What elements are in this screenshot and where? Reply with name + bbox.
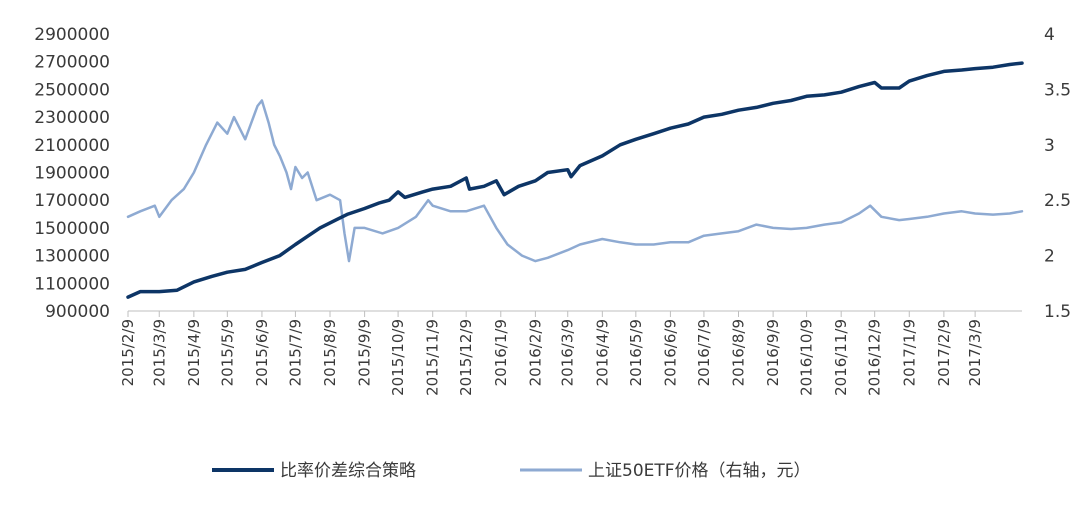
x-tick-label: 2016/5/9 xyxy=(627,319,645,386)
x-tick-label: 2016/11/9 xyxy=(832,319,850,396)
strategy-line xyxy=(126,61,1024,299)
x-tick-label: 2015/3/9 xyxy=(150,319,168,386)
x-tick-label: 2015/7/9 xyxy=(286,319,304,386)
x-tick-label: 2015/6/9 xyxy=(253,319,271,386)
left-tick-label: 2900000 xyxy=(34,25,110,45)
x-tick-label: 2015/9/9 xyxy=(356,319,374,386)
x-tick-label: 2016/1/9 xyxy=(492,319,510,386)
x-tick-label: 2015/10/9 xyxy=(389,319,407,396)
x-tick-label: 2016/12/9 xyxy=(866,319,884,396)
left-tick-label: 1100000 xyxy=(34,274,110,294)
legend: 比率价差综合策略 上证50ETF价格（右轴，元） xyxy=(212,461,811,481)
left-tick-label: 1700000 xyxy=(34,191,110,211)
x-tick-label: 2015/8/9 xyxy=(321,319,339,386)
right-tick-label: 1.5 xyxy=(1044,302,1071,322)
left-tick-label: 2300000 xyxy=(34,108,110,128)
x-tick-label: 2016/2/9 xyxy=(526,319,544,386)
x-tick-label: 2015/11/9 xyxy=(424,319,442,396)
series-lines xyxy=(126,61,1024,299)
left-tick-label: 2700000 xyxy=(34,53,110,73)
x-tick-label: 2016/10/9 xyxy=(798,319,816,396)
x-tick-label: 2016/7/9 xyxy=(695,319,713,386)
x-tick-label: 2017/2/9 xyxy=(935,319,953,386)
right-tick-label: 3.5 xyxy=(1044,80,1071,100)
right-tick-label: 2 xyxy=(1044,247,1055,267)
x-tick-label: 2016/6/9 xyxy=(661,319,679,386)
left-tick-label: 2500000 xyxy=(34,80,110,100)
x-tick-label: 2016/3/9 xyxy=(559,319,577,386)
x-tick-label: 2015/12/9 xyxy=(457,319,475,396)
left-tick-label: 2100000 xyxy=(34,136,110,156)
left-tick-label: 1900000 xyxy=(34,164,110,184)
left-tick-label: 1300000 xyxy=(34,247,110,267)
left-axis-ticks: 900000 1100000 1300000 1500000 1700000 190000… xyxy=(34,25,110,322)
right-tick-label: 2.5 xyxy=(1044,191,1071,211)
right-tick-label: 3 xyxy=(1044,136,1055,156)
legend-label: 上证50ETF价格（右轴，元） xyxy=(588,461,811,481)
x-tick-label: 2016/4/9 xyxy=(593,319,611,386)
right-tick-label: 4 xyxy=(1044,25,1055,45)
left-tick-label: 900000 xyxy=(45,302,110,322)
x-tick-label: 2016/8/9 xyxy=(730,319,748,386)
x-tick-label: 2015/2/9 xyxy=(119,319,137,386)
x-tick-label: 2017/3/9 xyxy=(966,319,984,386)
x-tick-label: 2017/1/9 xyxy=(900,319,918,386)
legend-label: 比率价差综合策略 xyxy=(280,461,416,481)
x-tick-label: 2015/5/9 xyxy=(218,319,236,386)
x-tick-label: 2015/4/9 xyxy=(185,319,203,386)
right-axis-ticks: 1.5 2 2.5 3 3.5 4 xyxy=(1044,25,1071,322)
left-tick-label: 1500000 xyxy=(34,219,110,239)
etf-price-line xyxy=(126,99,1024,263)
x-tick-label: 2016/9/9 xyxy=(764,319,782,386)
x-axis: 2015/2/9 2015/3/9 2015/4/9 2015/5/9 2015/6/9… xyxy=(119,310,1022,396)
